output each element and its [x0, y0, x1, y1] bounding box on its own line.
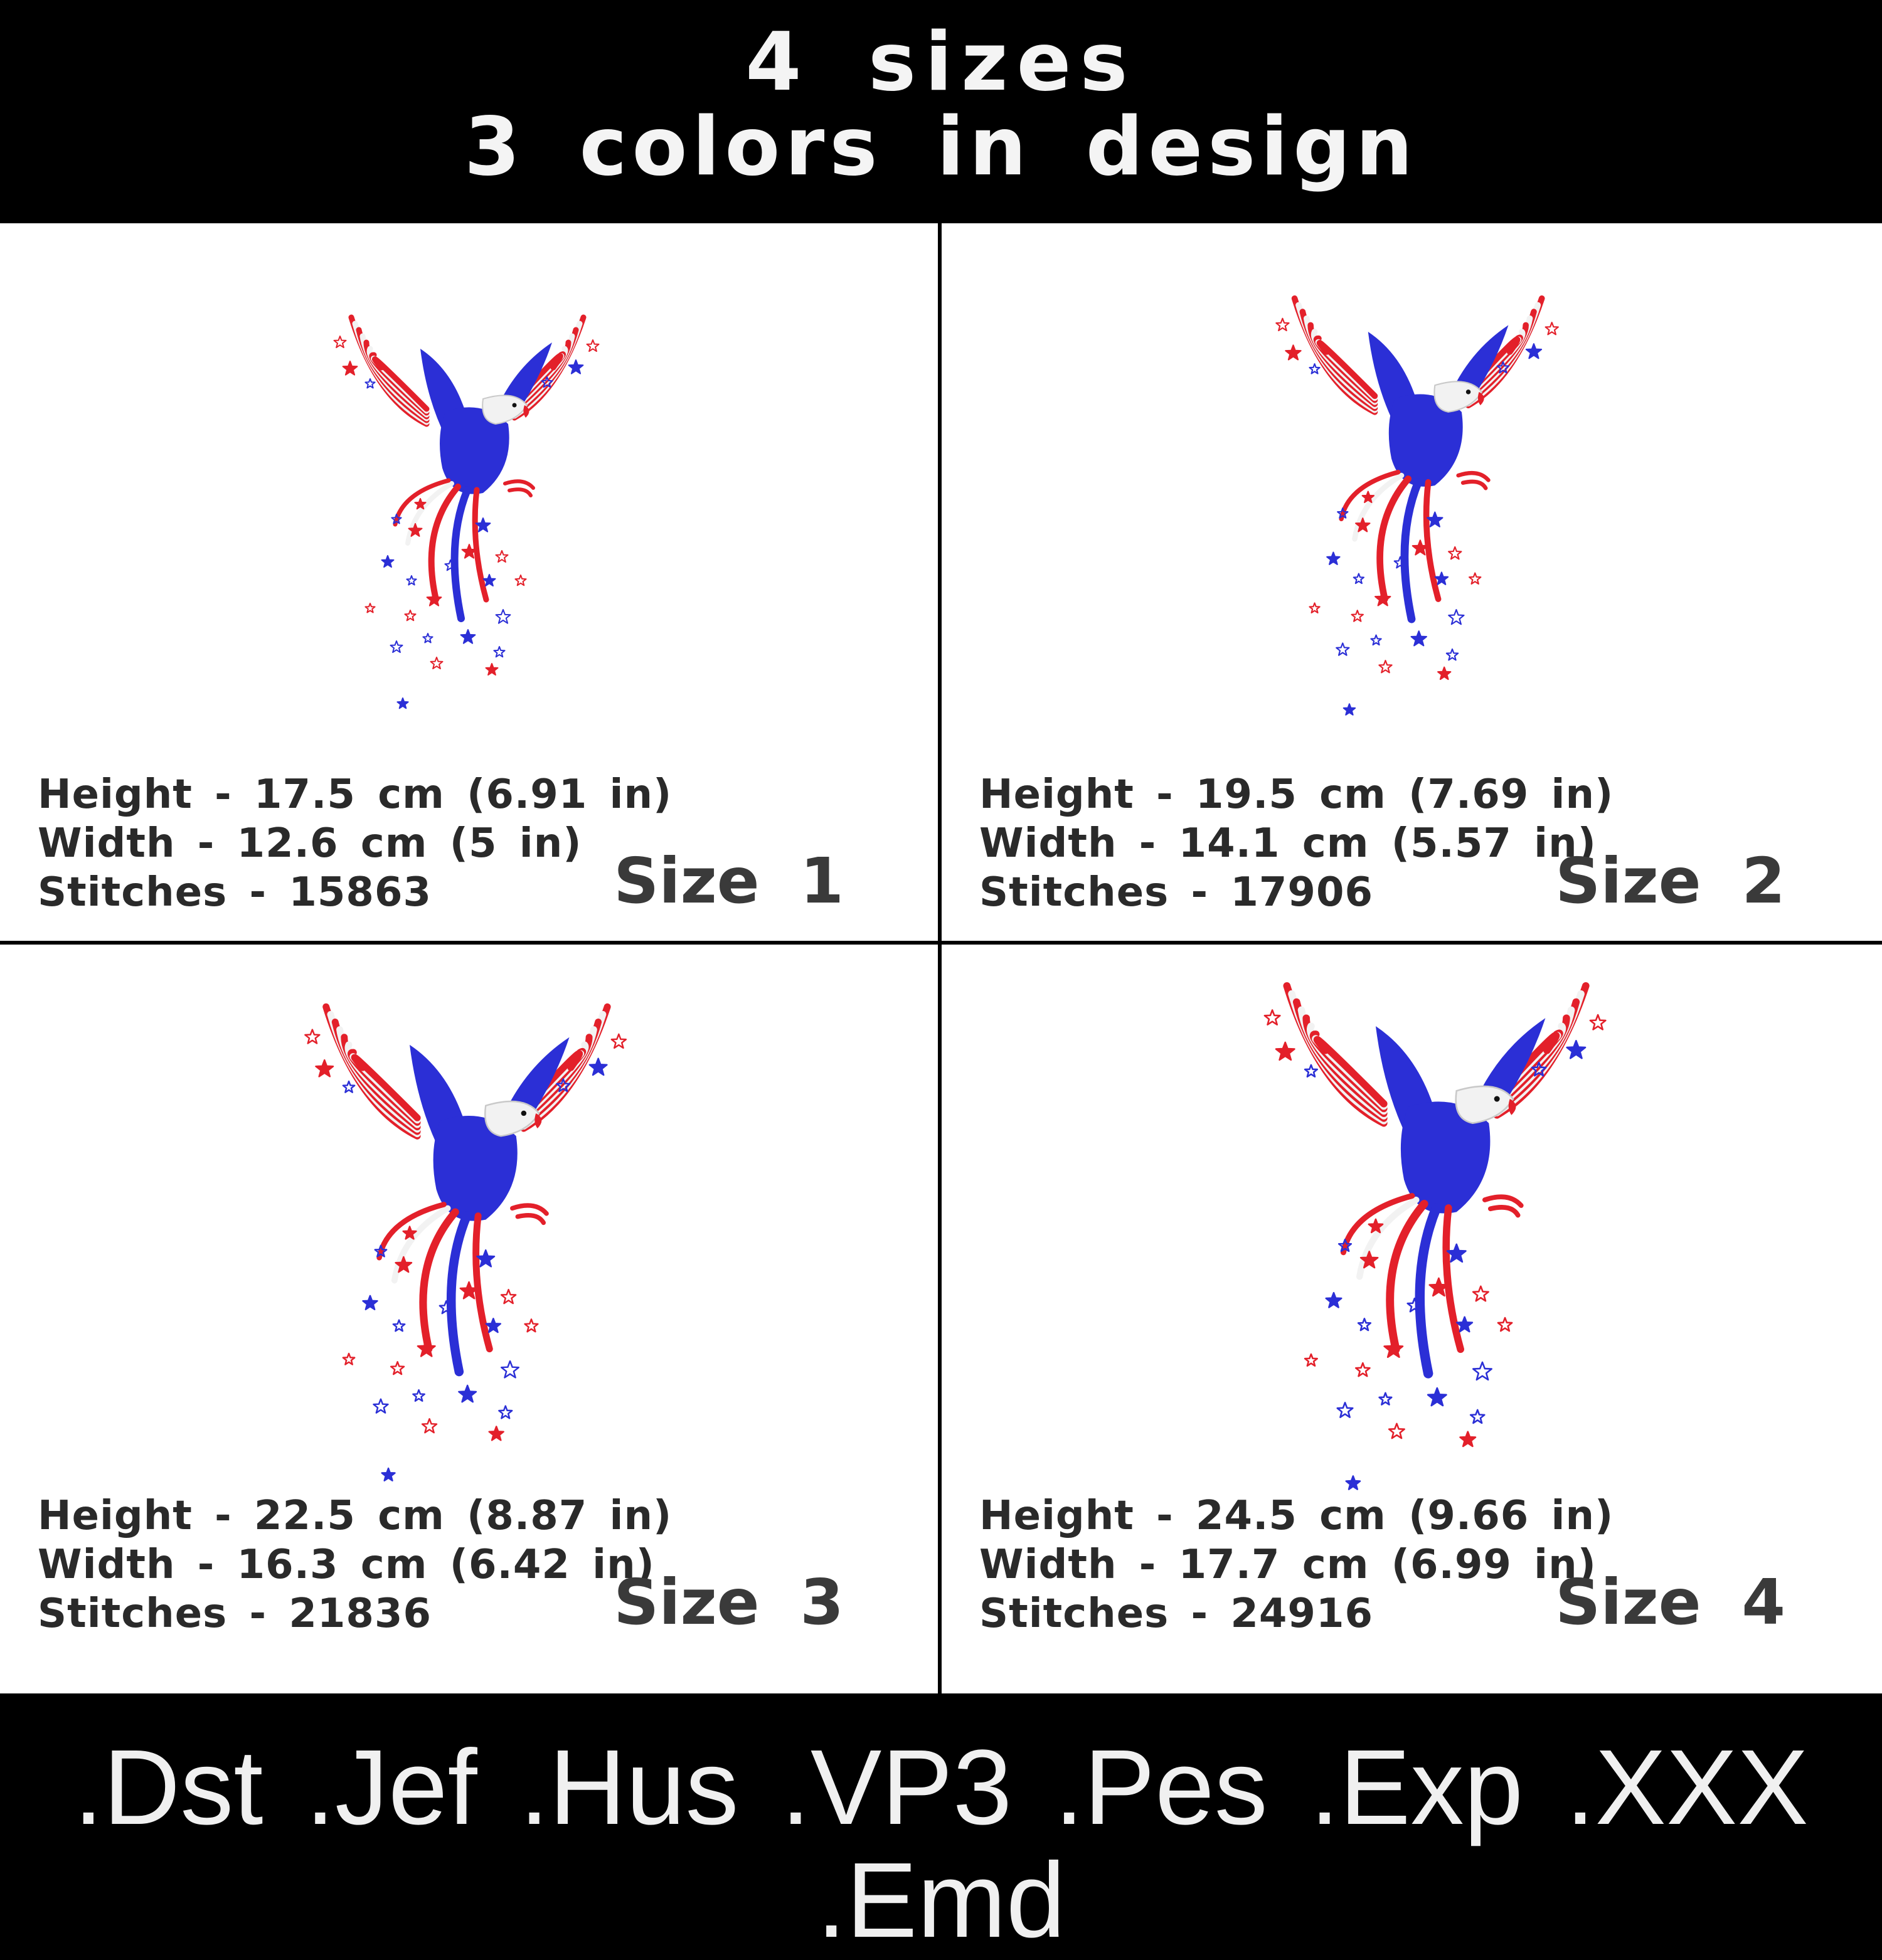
- width-spec: Width - 17.7 cm (6.99 in): [979, 1542, 1597, 1588]
- height-spec: Height - 17.5 cm (6.91 in): [38, 771, 673, 818]
- stitches-spec: Stitches - 21836: [38, 1591, 432, 1637]
- height-spec: Height - 19.5 cm (7.69 in): [979, 771, 1614, 818]
- panel-size-3: Height - 22.5 cm (8.87 in) Width - 16.3 …: [0, 945, 938, 1662]
- size-label: Size 4: [1555, 1565, 1785, 1639]
- panel-size-1: Height - 17.5 cm (6.91 in) Width - 12.6 …: [0, 223, 938, 941]
- header-sizes-text: 4 sizes: [745, 16, 1137, 109]
- size-label: Size 3: [614, 1565, 844, 1639]
- panel-size-2: Height - 19.5 cm (7.69 in) Width - 14.1 …: [942, 223, 1879, 941]
- stitches-spec: Stitches - 24916: [979, 1591, 1373, 1637]
- vertical-divider: [938, 223, 942, 1693]
- width-spec: Width - 12.6 cm (5 in): [38, 820, 582, 867]
- panel-size-4: Height - 24.5 cm (9.66 in) Width - 17.7 …: [942, 945, 1879, 1662]
- height-spec: Height - 22.5 cm (8.87 in): [38, 1493, 673, 1539]
- height-spec: Height - 24.5 cm (9.66 in): [979, 1493, 1614, 1539]
- size-label: Size 2: [1555, 844, 1785, 918]
- header-colors-text: 3 colors in design: [464, 100, 1418, 194]
- horizontal-divider: [0, 941, 1882, 945]
- width-spec: Width - 14.1 cm (5.57 in): [979, 820, 1597, 867]
- size-label: Size 1: [614, 844, 844, 918]
- specs-block: Height - 17.5 cm (6.91 in) Width - 12.6 …: [38, 770, 672, 917]
- stitches-spec: Stitches - 17906: [979, 869, 1373, 916]
- file-formats-text: .Dst .Jef .Hus .VP3 .Pes .Exp .XXX .Emd: [73, 1728, 1809, 1960]
- eagle-embroidery-icon: [1263, 982, 1607, 1490]
- width-spec: Width - 16.3 cm (6.42 in): [38, 1542, 655, 1588]
- stitches-spec: Stitches - 15863: [38, 869, 432, 916]
- specs-block: Height - 24.5 cm (9.66 in) Width - 17.7 …: [979, 1491, 1614, 1638]
- header-banner: 4 sizes 3 colors in design: [0, 0, 1882, 223]
- eagle-embroidery-icon: [1275, 295, 1559, 716]
- specs-block: Height - 19.5 cm (7.69 in) Width - 14.1 …: [979, 770, 1614, 917]
- eagle-embroidery-icon: [304, 1003, 627, 1481]
- footer-banner: .Dst .Jef .Hus .VP3 .Pes .Exp .XXX .Emd: [0, 1693, 1882, 1957]
- eagle-embroidery-icon: [333, 314, 600, 709]
- specs-block: Height - 22.5 cm (8.87 in) Width - 16.3 …: [38, 1491, 672, 1638]
